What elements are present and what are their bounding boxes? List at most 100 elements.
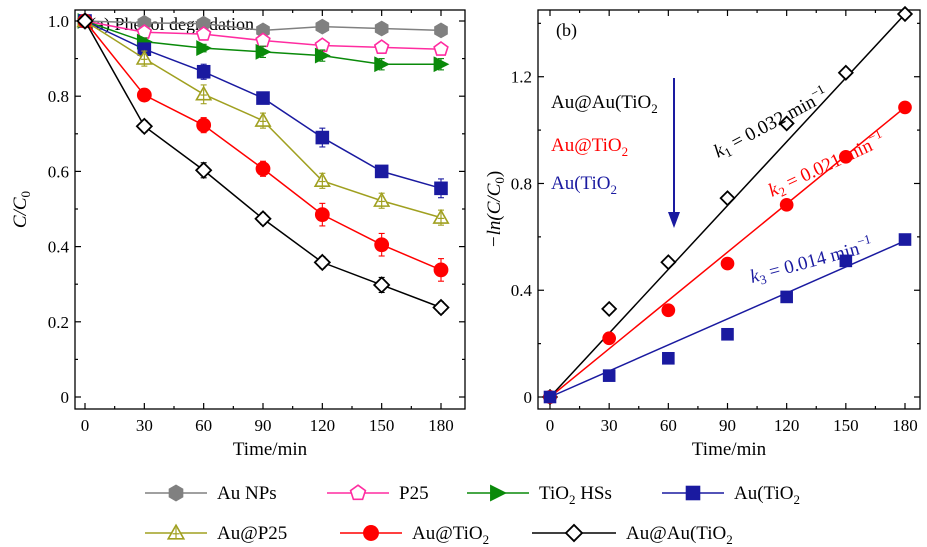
data-point (780, 290, 793, 304)
y-axis-title-sub: 0 (492, 177, 507, 184)
plot-frame (537, 9, 921, 410)
series-annotation-sub: 2 (622, 144, 629, 159)
y-tick-label: 0.8 (511, 174, 532, 193)
series-annotation-text: Au@TiO (551, 135, 622, 156)
legend-item: Au NPs (145, 483, 277, 504)
data-point (313, 171, 331, 187)
legend-marker (168, 484, 184, 502)
data-point (314, 47, 331, 64)
series-au-au-tio2 (76, 12, 450, 317)
data-point (662, 351, 675, 365)
series-line (84, 20, 442, 271)
k-superscript: −1 (865, 126, 884, 145)
data-point (432, 298, 450, 317)
data-point (896, 5, 914, 23)
data-point (433, 41, 449, 56)
data-point (898, 233, 912, 246)
x-tick-label: 90 (719, 416, 736, 435)
legend-marker (490, 484, 507, 502)
data-point (601, 300, 618, 318)
legend-item: Au@TiO2 (340, 523, 489, 547)
series-annotation-text: Au@Au(TiO (551, 92, 651, 113)
x-tick-label: 0 (546, 416, 555, 435)
k-annotation: k1 = 0.032 min−1 (709, 81, 833, 164)
data-point (433, 262, 449, 278)
data-point (838, 149, 853, 164)
data-point (432, 208, 450, 224)
data-point (372, 276, 391, 294)
k-subscript: 3 (758, 271, 768, 287)
data-point (374, 20, 389, 37)
data-point (719, 190, 736, 207)
series-annotation-text: Au(TiO (551, 173, 611, 194)
x-tick-label: 30 (601, 416, 618, 435)
y-axis-title-main: C/C (10, 197, 31, 228)
x-tick-label: 30 (136, 416, 153, 435)
y-axis-title-sub: 0 (18, 191, 33, 198)
data-point (543, 390, 557, 404)
series-au-tio2 (77, 13, 449, 282)
legend-item: Au(TiO2 (662, 483, 800, 507)
arrow-head (668, 212, 680, 228)
data-point (76, 12, 94, 30)
series-annotation-sub: 2 (611, 182, 618, 197)
k-value: = 0.014 min (762, 238, 862, 284)
legend-marker (564, 523, 584, 543)
legend-label-sub: 2 (569, 492, 576, 507)
data-point (434, 22, 448, 39)
y-tick-label: 0.2 (48, 313, 69, 332)
legend-label-main: TiO (539, 483, 569, 504)
legend-label-sub: 2 (726, 532, 733, 547)
k-superscript: −1 (808, 81, 827, 101)
data-point (839, 254, 853, 268)
k-annotation: k3 = 0.014 min−1 (747, 231, 876, 290)
data-point (195, 85, 213, 101)
legend-label: Au@TiO2 (412, 523, 489, 547)
legend-item: P25 (327, 483, 429, 504)
series-au-tio2 (543, 233, 912, 404)
y-axis-title: −ln(C/C0) (484, 171, 507, 248)
x-tick-label: 150 (833, 416, 859, 435)
panel-a-degradation-chart: 0 30 60 90 120 150 180 0 0.2 0.4 0.6 0.8 1.0 Time/min… (10, 9, 466, 460)
y-tick-label: 0.8 (48, 87, 69, 106)
data-point (374, 56, 391, 73)
legend-label-sub: 2 (794, 492, 801, 507)
legend-marker (363, 525, 379, 541)
y-tick-label: 0.6 (48, 162, 69, 181)
y-tick-label: 0.4 (48, 238, 70, 257)
k-value: = 0.021 min (779, 135, 876, 195)
x-tick-label: 60 (660, 416, 677, 435)
x-tick-label: 120 (774, 416, 800, 435)
x-axis-title: Time/min (233, 439, 308, 460)
y-tick-label: 1.0 (48, 12, 69, 31)
data-point (433, 56, 450, 73)
y-tick-label: 1.2 (511, 68, 532, 87)
legend-label-rest: HSs (575, 483, 611, 504)
data-point (374, 164, 389, 179)
data-point (254, 210, 272, 228)
x-tick-label: 180 (892, 416, 918, 435)
data-point (434, 181, 448, 196)
series-annotation-sub: 2 (651, 101, 658, 116)
x-axis-title: Time/min (692, 439, 767, 460)
data-point (196, 117, 212, 133)
legend-marker (349, 484, 367, 501)
data-point (255, 43, 272, 60)
x-tick-label: 60 (195, 416, 212, 435)
legend-label-main: Au NPs (217, 483, 277, 504)
data-point (721, 327, 734, 341)
legend-marker (685, 485, 701, 501)
data-point (135, 117, 154, 135)
data-point (373, 191, 391, 207)
legend-item: Au@Au(TiO2 (532, 523, 733, 547)
legend-label: P25 (399, 483, 429, 504)
data-point (315, 130, 330, 145)
data-point (779, 197, 794, 212)
series-annotation: Au@Au(TiO2 (551, 92, 658, 116)
k-superscript: −1 (855, 231, 872, 249)
data-point (196, 64, 211, 79)
y-tick-label: 0 (524, 388, 533, 407)
data-point (254, 111, 272, 127)
